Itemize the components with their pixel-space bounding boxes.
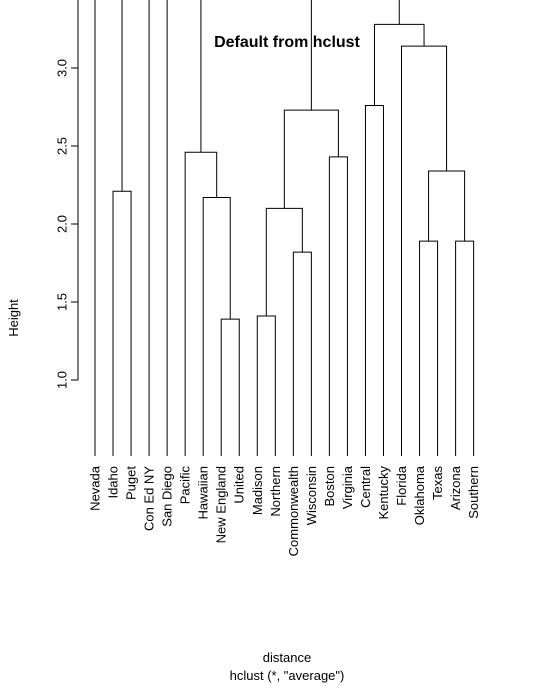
dendrogram-merge [373,23,425,106]
dendrogram-tree [94,0,475,456]
leaf-label: Southern [466,466,481,519]
leaf-label: Florida [394,465,409,506]
leaf-label: Pacific [178,466,193,505]
dendrogram-merge [220,318,240,456]
dendrogram-merge [283,109,339,209]
y-tick-label: 3.0 [55,59,70,77]
chart-subtitle: hclust (*, "average") [230,668,345,683]
dendrogram-merge [401,45,448,456]
leaf-label: New England [214,466,229,543]
leaf-label: Wisconsin [304,466,319,525]
dendrogram-merge [455,240,475,456]
leaf-label: Central [358,466,373,508]
y-axis: 1.01.52.02.53.03.54.04.5 [55,0,79,389]
dendrogram-merge [428,170,466,242]
leaf-label: Texas [430,466,445,500]
dendrogram-merge [256,315,276,456]
leaf-label: Puget [124,466,139,500]
leaf-label: Virginia [340,465,355,509]
leaf-label: Commonwealth [286,466,301,556]
leaf-label: Madison [250,466,265,515]
y-tick-label: 2.0 [55,215,70,233]
y-tick-label: 2.5 [55,137,70,155]
leaf-labels: Nevada Idaho Puget Con Ed NY San Diego Pacifi… [88,465,482,556]
y-axis-label: Height [6,299,21,337]
dendrogram-merge [94,0,123,456]
leaf-label: Con Ed NY [142,466,157,531]
leaf-label: Oklahoma [412,465,427,525]
dendrogram-merge [364,104,384,456]
y-tick-label: 1.5 [55,293,70,311]
y-tick-label: 1.0 [55,371,70,389]
leaf-label: Hawaiian [196,466,211,519]
leaf-label: Nevada [88,465,103,511]
dendrogram-merge [112,190,132,456]
dendrogram-merge [265,207,303,317]
dendrogram-merge [328,156,348,456]
x-axis-label: distance [263,650,311,665]
leaf-label: Kentucky [376,466,391,520]
dendrogram-merge [202,196,231,456]
chart-title: Default from hclust [214,34,360,51]
dendrogram-merge [166,0,202,456]
leaf-label: Boston [322,466,337,506]
leaf-label: United [232,466,247,504]
leaf-label: Northern [268,466,283,517]
dendrogram-merge [310,0,400,111]
dendrogram-merge [419,240,439,456]
dendrogram-merge [148,0,150,456]
leaf-label: San Diego [160,466,175,527]
leaf-label: Idaho [106,466,121,499]
dendrogram-merge [292,251,312,456]
leaf-label: Arizona [448,465,463,510]
